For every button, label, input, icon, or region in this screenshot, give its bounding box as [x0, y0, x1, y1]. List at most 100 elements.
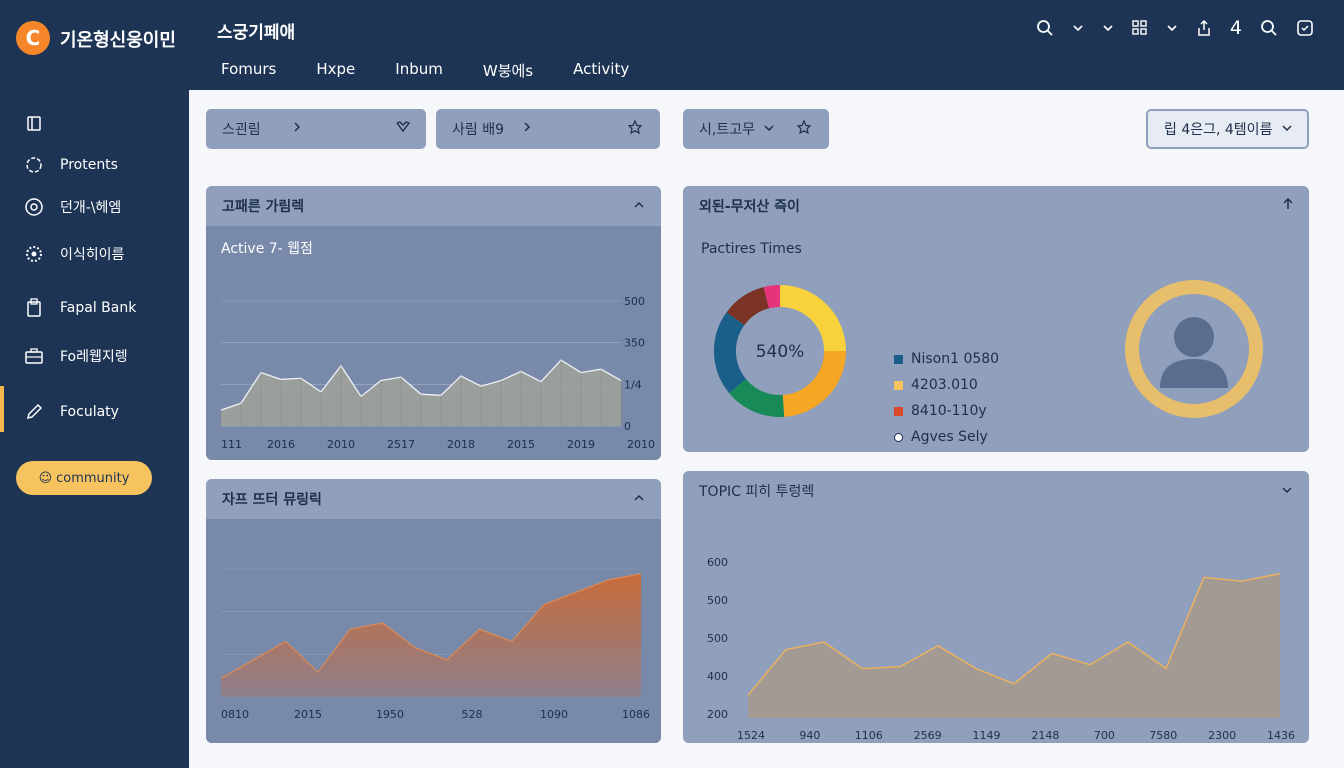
- active-card: 고패른 가림렉 Active 7- 웹점 500 350 1/4 0 111 2016 20…: [206, 186, 661, 460]
- top-icons: 4: [1018, 16, 1314, 40]
- x-tick-label: 1106: [855, 729, 883, 742]
- main-content: 스괸림 사림 배9 시,트고무 립 4은그, 4템이름 고패른 가림렉 Acti…: [189, 90, 1344, 768]
- sidebar-item-book[interactable]: [0, 108, 189, 138]
- chevron-down-icon[interactable]: [1166, 22, 1178, 34]
- x-tick-label: 2148: [1031, 729, 1059, 742]
- card-title: 고패른 가림렉: [222, 199, 305, 215]
- filter-3[interactable]: 시,트고무: [683, 109, 829, 149]
- y-tick-label: 200: [707, 708, 728, 721]
- legend-label: 8410-110y: [911, 403, 987, 419]
- nav-hope[interactable]: Hxpe: [316, 60, 356, 78]
- top-nav: Fomurs Hxpe Inbum W붕에s Activity: [221, 60, 669, 81]
- donut-card: 외된-무저산 즉이 Pactires Times 540% Nison1 058…: [683, 186, 1309, 452]
- chevron-up-icon[interactable]: [633, 491, 645, 507]
- x-tick-label: 2010: [627, 438, 655, 451]
- x-tick-label: 7580: [1149, 729, 1177, 742]
- donut-slice: [726, 287, 770, 326]
- card-body: 600 500 500 400 200 1524 940 1106 2569 1149 2148 70…: [683, 511, 1309, 743]
- sidebar-item-5[interactable]: Fo레웹지렝: [0, 341, 189, 371]
- x-tick-label: 2010: [327, 438, 355, 451]
- nav-activity[interactable]: Activity: [573, 60, 630, 78]
- x-tick-label: 1950: [376, 708, 404, 721]
- chevron-down-icon[interactable]: [1281, 483, 1293, 499]
- share-icon[interactable]: [1196, 19, 1212, 37]
- filter-2[interactable]: 사림 배9: [436, 109, 660, 149]
- x-tick-label: 1149: [973, 729, 1001, 742]
- nav-inbum[interactable]: Inbum: [395, 60, 443, 78]
- y-tick-label: 400: [707, 670, 728, 683]
- cog-icon: [24, 244, 44, 264]
- sidebar-item-label: Fo레웹지렝: [60, 349, 128, 365]
- app-logo[interactable]: C: [16, 21, 50, 55]
- filter-4[interactable]: 립 4은그, 4템이름: [1146, 109, 1309, 149]
- y-tick-label: 1/4: [624, 378, 642, 391]
- area-fill: [748, 573, 1280, 718]
- donut-slice: [763, 285, 781, 309]
- notification-count[interactable]: 4: [1229, 17, 1242, 39]
- sidebar-item-protents[interactable]: Protents: [0, 150, 189, 180]
- community-button[interactable]: ☺ community: [16, 461, 152, 495]
- chevron-up-icon[interactable]: [633, 198, 645, 214]
- sidebar-item-2[interactable]: 던개-\헤엠: [0, 192, 189, 222]
- legend-item: 4203.010: [894, 372, 999, 398]
- sidebar-item-3[interactable]: 이식히이름: [0, 239, 189, 269]
- series-line: [220, 573, 642, 680]
- section-title: 스궁기페애: [217, 23, 296, 43]
- avatar: [1125, 280, 1263, 418]
- x-tick-label: 940: [799, 729, 820, 742]
- topic-area-chart: 600 500 500 400 200 1524 940 1106 2569 1149 2148 70…: [707, 556, 1295, 742]
- sidebar-item-bank[interactable]: Fapal Bank: [0, 293, 189, 323]
- x-tick-label: 1524: [737, 729, 765, 742]
- legend-swatch: [894, 380, 903, 390]
- pen-icon: [24, 402, 44, 422]
- legend-item: Nison1 0580: [894, 346, 999, 372]
- x-tick-label: 1436: [1267, 729, 1295, 742]
- star-icon[interactable]: [627, 119, 643, 138]
- y-tick-label: 600: [707, 556, 728, 569]
- x-tick-label: 2517: [387, 438, 415, 451]
- y-tick-label: 500: [707, 594, 728, 607]
- grid-icon[interactable]: [1132, 20, 1148, 36]
- y-tick-label: 350: [624, 337, 645, 350]
- donut-slice: [714, 312, 747, 394]
- area-card: 자프 뜨터 뮤링릭 0810 2015 1950 528 1090 1086: [206, 479, 661, 743]
- filter-1[interactable]: 스괸림: [206, 109, 426, 149]
- y-tick-label: 500: [707, 632, 728, 645]
- legend-swatch: [894, 354, 903, 364]
- nav-forums[interactable]: Fomurs: [221, 60, 277, 78]
- card-body: Active 7- 웹점 500 350 1/4 0 111 2016 2010 2517 20…: [206, 226, 661, 460]
- message-icon[interactable]: [1296, 19, 1314, 37]
- card-header: 외된-무저산 즉이: [683, 186, 1309, 226]
- card-header: TOPIC 피히 투렁렉: [683, 471, 1309, 511]
- heart-icon[interactable]: [396, 121, 411, 137]
- chevron-down-icon[interactable]: [1072, 22, 1084, 34]
- book-icon: [24, 113, 44, 133]
- search-icon[interactable]: [1260, 19, 1278, 37]
- topic-card: TOPIC 피히 투렁렉 600 500 500 400 200 1524 940 1106 2…: [683, 471, 1309, 743]
- nav-webs[interactable]: W붕에s: [482, 62, 534, 80]
- card-header: 자프 뜨터 뮤링릭: [206, 479, 661, 519]
- sidebar-item-foculaty[interactable]: Foculaty: [0, 397, 189, 427]
- app-brand[interactable]: 기온형신웅이민: [60, 30, 176, 51]
- arrow-up-icon[interactable]: [1283, 197, 1293, 214]
- community-icon: ☺: [38, 470, 53, 486]
- star-icon[interactable]: [796, 119, 812, 138]
- donut-slice: [779, 285, 846, 352]
- card-header: 고패른 가림렉: [206, 186, 661, 226]
- filter-label: 스괸림: [222, 122, 261, 138]
- chevron-right-icon: [522, 121, 532, 137]
- sidebar-item-label: Protents: [60, 157, 118, 173]
- card-body: 0810 2015 1950 528 1090 1086: [206, 519, 661, 743]
- card-title: 외된-무저산 즉이: [699, 199, 800, 215]
- x-tick-label: 2015: [507, 438, 535, 451]
- chevron-down-icon: [1281, 121, 1293, 137]
- bank-icon: [24, 298, 44, 318]
- legend-item: Agves Sely: [894, 424, 999, 450]
- x-tick-label: 1090: [540, 708, 568, 721]
- chevron-down-icon[interactable]: [1102, 22, 1114, 34]
- search-icon[interactable]: [1036, 19, 1054, 37]
- circle-icon: [24, 197, 44, 217]
- sidebar: Protents 던개-\헤엠 이식히이름 Fapal Bank Fo레웹지렝 …: [0, 90, 189, 768]
- x-tick-label: 2019: [567, 438, 595, 451]
- donut-hole: [736, 307, 824, 395]
